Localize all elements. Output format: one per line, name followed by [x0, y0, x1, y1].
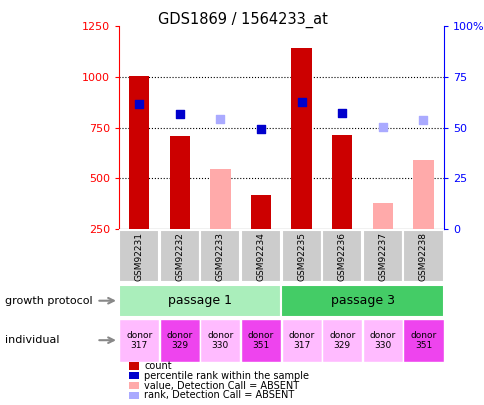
Text: rank, Detection Call = ABSENT: rank, Detection Call = ABSENT	[144, 390, 294, 400]
Bar	[281, 319, 321, 362]
Text: passage 1: passage 1	[168, 294, 231, 307]
Text: GSM92237: GSM92237	[378, 232, 387, 281]
Bar	[200, 230, 240, 282]
Bar	[200, 319, 240, 362]
Bar	[250, 196, 271, 229]
Bar	[119, 230, 159, 282]
Text: GSM92236: GSM92236	[337, 232, 346, 281]
Text: GSM92235: GSM92235	[297, 232, 305, 281]
Bar	[412, 160, 433, 229]
Point	[216, 116, 224, 123]
Bar	[119, 285, 281, 317]
Bar	[321, 230, 362, 282]
Point	[257, 126, 264, 132]
Text: count: count	[144, 361, 171, 371]
Bar	[362, 230, 402, 282]
Text: donor
351: donor 351	[247, 330, 273, 350]
Point	[338, 110, 346, 117]
Bar	[372, 202, 392, 229]
Bar	[119, 319, 159, 362]
Text: GSM92232: GSM92232	[175, 232, 184, 281]
Point	[419, 117, 426, 124]
Bar	[241, 230, 281, 282]
Point	[135, 101, 143, 107]
Bar	[281, 285, 443, 317]
Bar	[291, 47, 311, 229]
Bar	[403, 319, 443, 362]
Point	[378, 123, 386, 130]
Text: donor
329: donor 329	[329, 330, 355, 350]
Text: GSM92238: GSM92238	[418, 232, 427, 281]
Text: value, Detection Call = ABSENT: value, Detection Call = ABSENT	[144, 381, 299, 390]
Text: donor
330: donor 330	[369, 330, 395, 350]
Bar	[332, 134, 352, 229]
Text: donor
330: donor 330	[207, 330, 233, 350]
Text: passage 3: passage 3	[330, 294, 393, 307]
Text: donor
329: donor 329	[166, 330, 193, 350]
Text: growth protocol: growth protocol	[5, 296, 92, 306]
Bar	[129, 76, 149, 229]
Bar	[403, 230, 443, 282]
Text: donor
317: donor 317	[126, 330, 152, 350]
Bar	[281, 230, 321, 282]
Text: individual: individual	[5, 335, 59, 345]
Point	[297, 99, 305, 105]
Point	[176, 111, 183, 117]
Bar	[169, 136, 190, 229]
Text: donor
351: donor 351	[409, 330, 436, 350]
Bar	[362, 319, 402, 362]
Text: GSM92234: GSM92234	[256, 232, 265, 281]
Text: GSM92231: GSM92231	[135, 232, 143, 281]
Bar	[159, 230, 199, 282]
Bar	[241, 319, 281, 362]
Bar	[321, 319, 362, 362]
Text: GSM92233: GSM92233	[215, 232, 225, 281]
Bar	[159, 319, 199, 362]
Text: donor
317: donor 317	[288, 330, 314, 350]
Text: GDS1869 / 1564233_at: GDS1869 / 1564233_at	[157, 11, 327, 28]
Bar	[210, 169, 230, 229]
Text: percentile rank within the sample: percentile rank within the sample	[144, 371, 308, 381]
